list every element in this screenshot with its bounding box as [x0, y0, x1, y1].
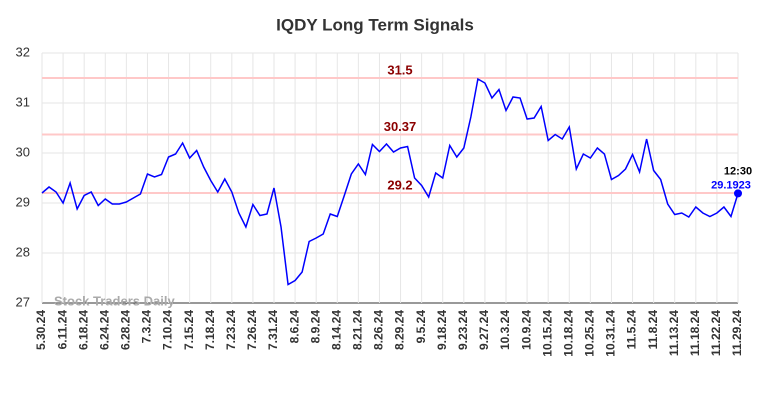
x-tick-label: 10.18.24: [561, 310, 575, 357]
price-line: [41, 77, 739, 286]
x-tick-label: 7.15.24: [182, 310, 196, 350]
x-tick-label: 8.9.24: [308, 310, 322, 344]
y-tick-label: 32: [16, 44, 30, 59]
x-tick-label: 10.25.24: [583, 310, 597, 357]
y-tick-label: 27: [16, 294, 30, 309]
x-tick-label: 9.18.24: [435, 310, 449, 350]
x-tick-label: 6.11.24: [55, 310, 69, 350]
x-tick-label: 8.29.24: [393, 310, 407, 350]
x-tick-label: 6.28.24: [119, 310, 133, 350]
last-time: 12:30: [724, 165, 752, 177]
x-tick-label: 7.3.24: [140, 310, 154, 344]
last-value: 29.1923: [711, 179, 751, 191]
x-tick-label: 10.3.24: [498, 310, 512, 350]
x-tick-label: 11.18.24: [688, 310, 702, 356]
level-label: 30.37: [384, 119, 417, 134]
x-tick-label: 7.18.24: [203, 310, 217, 350]
x-tick-label: 9.5.24: [414, 310, 428, 344]
chart-title: IQDY Long Term Signals: [276, 15, 474, 34]
x-tick-label: 8.14.24: [329, 310, 343, 350]
level-label: 31.5: [387, 62, 412, 77]
x-tick-label: 11.22.24: [709, 310, 723, 356]
x-tick-label: 10.9.24: [519, 310, 533, 350]
x-tick-label: 9.23.24: [456, 310, 470, 350]
x-tick-label: 11.13.24: [667, 310, 681, 356]
x-tick-label: 10.31.24: [604, 310, 618, 357]
x-tick-label: 11.5.24: [625, 310, 639, 350]
y-tick-label: 28: [16, 244, 30, 259]
y-tick-label: 31: [16, 94, 30, 109]
x-tick-label: 11.8.24: [646, 310, 660, 350]
watermark: Stock Traders Daily: [54, 293, 175, 308]
x-tick-label: 8.26.24: [372, 310, 386, 350]
x-tick-label: 7.31.24: [266, 310, 280, 350]
level-label: 29.2: [387, 177, 412, 192]
last-point: [734, 189, 742, 198]
x-tick-label: 10.15.24: [540, 310, 554, 357]
x-tick-label: 7.26.24: [245, 310, 259, 350]
x-tick-label: 9.27.24: [477, 310, 491, 350]
y-tick-label: 29: [16, 194, 30, 209]
x-tick-label: 11.29.24: [730, 310, 744, 356]
x-tick-label: 7.23.24: [224, 310, 238, 350]
x-tick-label: 8.21.24: [351, 310, 365, 350]
x-tick-label: 8.6.24: [287, 310, 301, 344]
x-tick-label: 6.18.24: [76, 310, 90, 350]
y-tick-label: 30: [16, 144, 30, 159]
x-tick-label: 5.30.24: [34, 310, 48, 350]
x-tick-label: 7.10.24: [161, 310, 175, 350]
x-tick-label: 6.24.24: [97, 310, 111, 350]
